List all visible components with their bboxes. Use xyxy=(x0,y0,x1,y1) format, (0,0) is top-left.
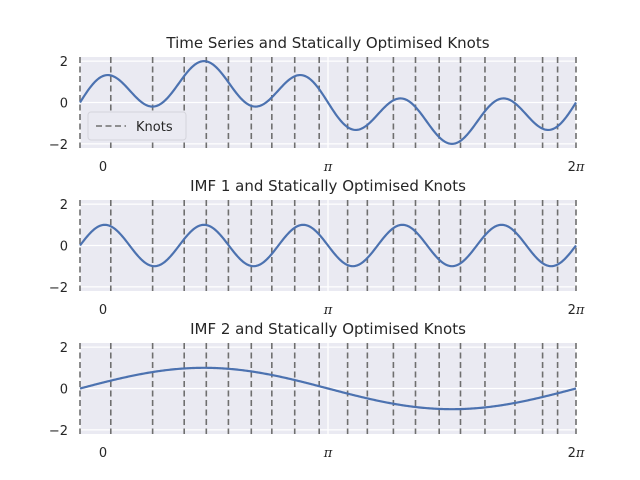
y-tick-label: −2 xyxy=(49,424,68,439)
panel-title: IMF 2 and Statically Optimised Knots xyxy=(190,320,466,338)
panel-title: Time Series and Statically Optimised Kno… xyxy=(165,34,489,52)
y-tick-label: 0 xyxy=(60,383,68,398)
x-tick-label: 2π xyxy=(568,446,585,461)
legend-label: Knots xyxy=(136,120,173,135)
y-tick-label: −2 xyxy=(49,281,68,296)
legend: Knots xyxy=(87,111,187,141)
y-tick-label: 2 xyxy=(60,55,68,70)
y-tick-label: 0 xyxy=(60,97,68,112)
series-line xyxy=(79,366,577,411)
panel-2: IMF 1 and Statically Optimised Knots 2 0 −2… xyxy=(49,177,585,318)
y-tick-label: 2 xyxy=(60,198,68,213)
y-tick-label: 0 xyxy=(60,240,68,255)
series-line xyxy=(79,60,577,145)
legend-box xyxy=(87,111,187,141)
y-tick-label: 2 xyxy=(60,341,68,356)
panel-3: IMF 2 and Statically Optimised Knots 2 0 −2… xyxy=(49,320,585,461)
x-tick-label: 2π xyxy=(568,160,585,175)
x-tick-label: 0 xyxy=(99,446,107,461)
panel-1: Time Series and Statically Optimised Kno… xyxy=(49,34,585,175)
x-tick-label: π xyxy=(323,160,333,175)
x-tick-label: 2π xyxy=(568,303,585,318)
panel-title: IMF 1 and Statically Optimised Knots xyxy=(190,177,466,195)
series-line xyxy=(79,223,577,268)
x-tick-label: π xyxy=(323,446,333,461)
x-tick-label: 0 xyxy=(99,160,107,175)
x-tick-label: π xyxy=(323,303,333,318)
x-tick-label: 0 xyxy=(99,303,107,318)
y-tick-label: −2 xyxy=(49,138,68,153)
